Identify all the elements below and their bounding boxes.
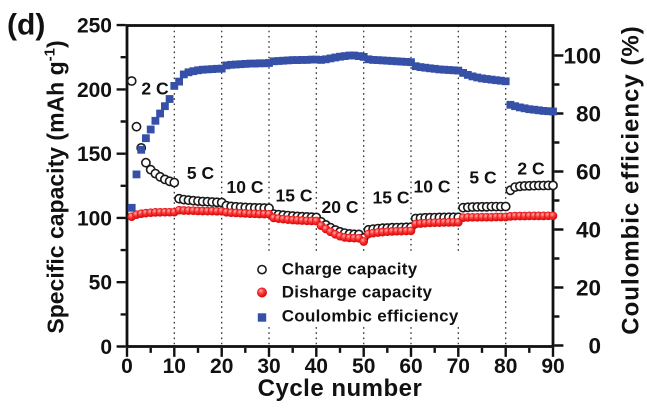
svg-text:200: 200	[77, 79, 112, 102]
svg-text:10: 10	[163, 355, 186, 378]
svg-text:50: 50	[352, 355, 375, 378]
svg-text:15 C: 15 C	[373, 188, 410, 208]
svg-text:Charge capacity: Charge capacity	[282, 259, 418, 278]
svg-text:(d): (d)	[7, 9, 45, 42]
svg-text:30: 30	[257, 355, 280, 378]
svg-text:5 C: 5 C	[187, 163, 215, 183]
svg-text:100: 100	[563, 44, 601, 69]
svg-text:10 C: 10 C	[227, 177, 264, 197]
svg-text:20 C: 20 C	[322, 197, 359, 217]
svg-text:20: 20	[576, 276, 601, 301]
svg-text:2 C: 2 C	[517, 159, 545, 179]
svg-text:Specific capacity (mAh g-1): Specific capacity (mAh g-1)	[42, 40, 69, 333]
svg-text:60: 60	[576, 160, 601, 185]
svg-text:70: 70	[447, 355, 470, 378]
svg-text:50: 50	[89, 272, 112, 295]
svg-text:40: 40	[305, 355, 328, 378]
svg-text:15 C: 15 C	[276, 186, 313, 206]
svg-text:10 C: 10 C	[414, 177, 451, 197]
svg-text:60: 60	[399, 355, 422, 378]
svg-text:5 C: 5 C	[469, 168, 497, 188]
svg-text:100: 100	[77, 207, 112, 230]
svg-text:150: 150	[77, 143, 112, 166]
svg-text:90: 90	[541, 355, 564, 378]
svg-text:80: 80	[576, 102, 601, 127]
svg-text:0: 0	[100, 336, 112, 359]
svg-text:40: 40	[576, 218, 601, 243]
svg-text:250: 250	[77, 15, 112, 38]
svg-text:Coulombic efficiency (%): Coulombic efficiency (%)	[618, 25, 645, 334]
svg-text:20: 20	[210, 355, 233, 378]
svg-text:0: 0	[588, 334, 601, 359]
svg-text:Coulombic efficiency: Coulombic efficiency	[282, 307, 459, 326]
svg-text:Disharge capacity: Disharge capacity	[282, 283, 433, 302]
svg-text:80: 80	[494, 355, 517, 378]
svg-text:2 C: 2 C	[141, 79, 169, 99]
svg-text:Cycle number: Cycle number	[258, 375, 423, 402]
svg-text:0: 0	[121, 355, 133, 378]
